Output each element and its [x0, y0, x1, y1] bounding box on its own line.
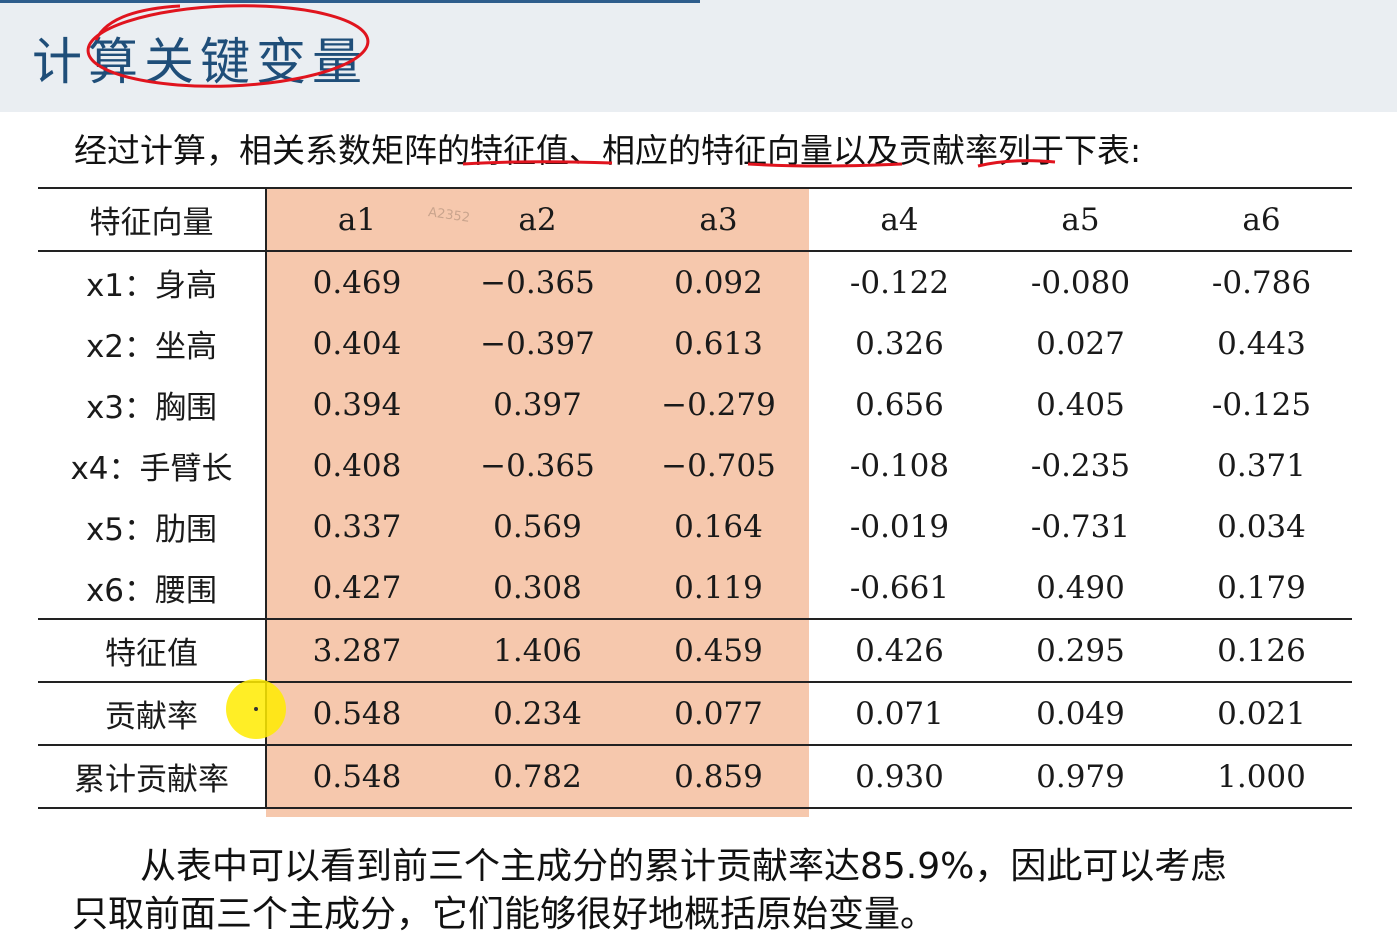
cell: 0.308	[493, 569, 582, 606]
cell: −0.279	[661, 386, 776, 423]
cell: 0.234	[447, 681, 628, 745]
cell: 0.548	[266, 744, 447, 809]
table-row: x5：肋围 0.337 0.569 0.164 -0.019 -0.731 0.…	[38, 496, 1352, 557]
cell: 0.295	[990, 618, 1171, 682]
cell: −0.365	[480, 447, 595, 484]
table-row: x2：坐高 0.404 −0.397 0.613 0.326 0.027 0.4…	[38, 313, 1352, 374]
top-accent-bar	[0, 0, 700, 3]
cell: -0.786	[1211, 264, 1312, 301]
col-header-a4: a4	[809, 187, 990, 252]
eigen-table-container: 特征向量 a1 a2 a3 a4 a5 a6 x1：身高 0.469 −0.36…	[38, 187, 1352, 817]
row-label: x6：腰围	[38, 557, 267, 619]
cell: -0.019	[849, 508, 950, 545]
cell: 0.656	[855, 386, 944, 423]
row-label: x3：胸围	[38, 374, 267, 435]
cell: -0.122	[849, 264, 950, 301]
row-label: 累计贡献率	[38, 744, 267, 809]
cell: 0.782	[447, 744, 628, 809]
conclusion-text: 从表中可以看到前三个主成分的累计贡献率达85.9%，因此可以考虑 只取前面三个主…	[72, 843, 1362, 939]
cell: 0.548	[266, 681, 447, 745]
col-header-a1: a1	[266, 187, 447, 252]
col-header-a3: a3	[628, 187, 809, 252]
cell: -0.125	[1211, 386, 1312, 423]
cell: 0.021	[1171, 681, 1352, 745]
intro-text: 经过计算，相关系数矩阵的特征值、相应的特征向量以及贡献率列于下表:	[74, 131, 1142, 170]
cell: 3.287	[266, 618, 447, 682]
row-label: x2：坐高	[38, 313, 267, 374]
cell: 0.326	[855, 325, 944, 362]
corner-cell: 特征向量	[38, 187, 267, 252]
col-header-a2: a2	[447, 187, 628, 252]
col-header-a6: a6	[1171, 187, 1352, 252]
table-row: x1：身高 0.469 −0.365 0.092 -0.122 -0.080 -…	[38, 251, 1352, 313]
cell: 0.613	[674, 325, 763, 362]
cell: 0.371	[1217, 447, 1306, 484]
cell: 0.027	[1036, 325, 1125, 362]
cell: −0.397	[480, 325, 595, 362]
row-label: x1：身高	[38, 251, 267, 313]
cell: 0.077	[628, 681, 809, 745]
cell: 0.569	[493, 508, 582, 545]
cell: 0.034	[1217, 508, 1306, 545]
cell: 0.408	[312, 447, 402, 484]
page-title: 计算关键变量	[32, 33, 368, 91]
cell: −0.705	[661, 447, 776, 484]
cell: 1.000	[1171, 744, 1352, 809]
cell: 0.164	[674, 508, 763, 545]
row-label: x4：手臂长	[38, 435, 267, 496]
cell: -0.080	[1030, 264, 1131, 301]
cell: 0.930	[809, 744, 990, 809]
row-label: x5：肋围	[38, 496, 267, 557]
table-header-row: 特征向量 a1 a2 a3 a4 a5 a6	[38, 187, 1352, 252]
cell: −0.365	[480, 264, 595, 301]
cell: 0.405	[1036, 386, 1125, 423]
cell: 0.443	[1217, 325, 1306, 362]
col-header-a5: a5	[990, 187, 1171, 252]
cell: 0.490	[1036, 569, 1125, 606]
eigenvalue-row: 特征值 3.287 1.406 0.459 0.426 0.295 0.126	[38, 618, 1352, 682]
cell: 0.404	[312, 325, 402, 362]
cell: 1.406	[447, 618, 628, 682]
table-row: x6：腰围 0.427 0.308 0.119 -0.661 0.490 0.1…	[38, 557, 1352, 619]
eigen-table: 特征向量 a1 a2 a3 a4 a5 a6 x1：身高 0.469 −0.36…	[38, 187, 1352, 809]
cursor-highlight	[226, 679, 286, 739]
cell: 0.426	[809, 618, 990, 682]
cell: 0.397	[493, 386, 582, 423]
conclusion-line-1: 从表中可以看到前三个主成分的累计贡献率达85.9%，因此可以考虑	[140, 846, 1227, 887]
cell: -0.108	[849, 447, 950, 484]
row-label: 特征值	[38, 618, 267, 682]
cell: 0.337	[312, 508, 402, 545]
cell: -0.731	[1030, 508, 1131, 545]
cell: 0.126	[1171, 618, 1352, 682]
cell: 0.427	[312, 569, 402, 606]
cell: 0.119	[674, 569, 763, 606]
cell: -0.235	[1030, 447, 1131, 484]
conclusion-line-2: 只取前面三个主成分，它们能够很好地概括原始变量。	[72, 894, 937, 935]
table-row: x4：手臂长 0.408 −0.365 −0.705 -0.108 -0.235…	[38, 435, 1352, 496]
cell: 0.469	[312, 264, 402, 301]
cumulative-row: 累计贡献率 0.548 0.782 0.859 0.930 0.979 1.00…	[38, 744, 1352, 809]
cell: 0.092	[674, 264, 763, 301]
cell: 0.049	[990, 681, 1171, 745]
cell: 0.071	[809, 681, 990, 745]
cell: 0.979	[990, 744, 1171, 809]
cell: 0.459	[628, 618, 809, 682]
cell: -0.661	[849, 569, 950, 606]
table-row: x3：胸围 0.394 0.397 −0.279 0.656 0.405 -0.…	[38, 374, 1352, 435]
cell: 0.179	[1217, 569, 1306, 606]
cell: 0.394	[312, 386, 402, 423]
cell: 0.859	[628, 744, 809, 809]
